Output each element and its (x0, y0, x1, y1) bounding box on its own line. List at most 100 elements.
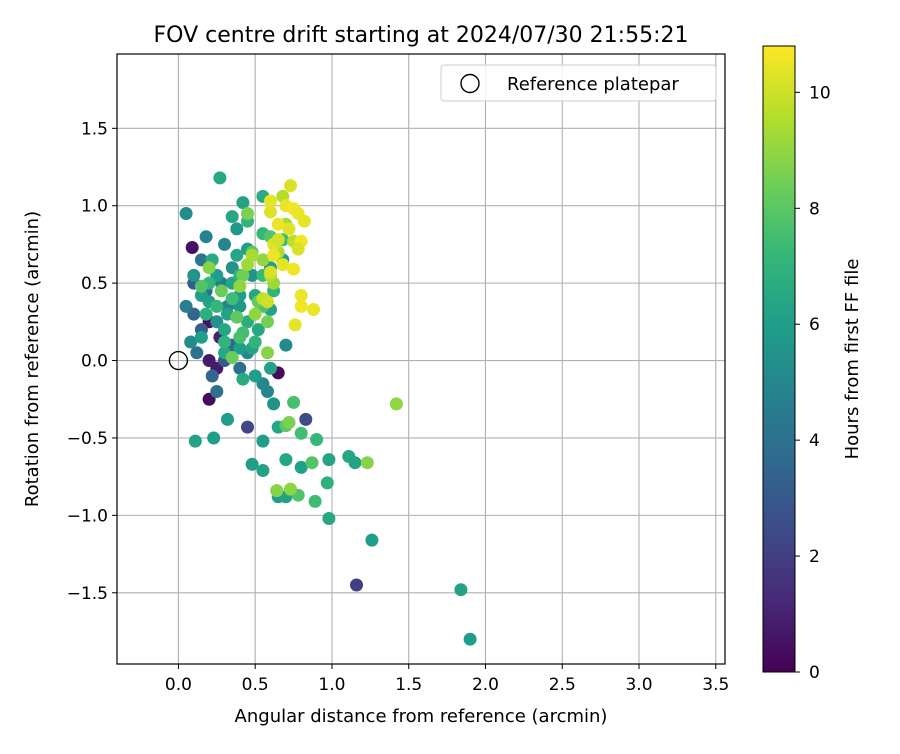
x-axis-ticks: 0.0 0.5 1.0 1.5 2.0 2.5 3.0 3.5 (165, 664, 729, 695)
x-tick-label: 0.5 (242, 675, 269, 695)
data-point (188, 434, 202, 448)
colorbar-label: Hours from first FF file (842, 259, 863, 460)
data-point (308, 494, 322, 508)
data-point (360, 456, 374, 470)
data-point (307, 303, 320, 316)
data-point (187, 268, 201, 282)
legend-entry-reference: Reference platepar (507, 74, 679, 95)
data-point (299, 412, 313, 426)
data-point (218, 335, 231, 349)
data-point (233, 279, 247, 293)
x-tick-label: 1.5 (395, 675, 422, 695)
data-point (305, 456, 319, 470)
x-tick-label: 2.5 (549, 675, 576, 695)
data-point (454, 583, 468, 597)
data-point (207, 431, 221, 445)
data-point (233, 341, 247, 355)
data-point (271, 233, 285, 247)
x-tick-label: 3.5 (702, 675, 729, 695)
x-tick-label: 2.0 (472, 675, 499, 695)
data-point (225, 351, 239, 364)
y-tick-label: 0.0 (81, 352, 108, 372)
data-point (294, 289, 308, 302)
y-tick-label: −1.0 (67, 506, 108, 526)
data-point (282, 222, 296, 236)
data-point (241, 420, 254, 434)
data-point (230, 248, 244, 262)
x-tick-label: 0.0 (165, 675, 192, 695)
colorbar-tick-label: 2 (809, 547, 820, 567)
x-axis-label: Angular distance from reference (arcmin) (235, 706, 608, 727)
data-point (267, 397, 281, 411)
data-point (284, 179, 297, 193)
data-point (279, 453, 293, 467)
colorbar-tick-label: 6 (809, 315, 820, 335)
chart-title: FOV centre drift starting at 2024/07/30 … (154, 23, 689, 48)
data-point (248, 335, 262, 349)
data-point (251, 323, 265, 337)
data-point (256, 464, 270, 477)
data-point (264, 361, 277, 375)
colorbar-gradient (762, 45, 796, 673)
data-point (256, 434, 270, 448)
y-axis-label: Rotation from reference (arcmin) (22, 211, 43, 507)
colorbar-tick-label: 4 (809, 431, 820, 451)
data-point (248, 369, 262, 383)
data-point (190, 346, 204, 360)
data-point (199, 307, 213, 321)
colorbar-tick-label: 0 (809, 663, 820, 683)
colorbar: 0 2 4 6 8 10 Hours from first FF file (762, 45, 863, 683)
data-point (236, 268, 250, 282)
y-tick-label: 0.5 (81, 274, 108, 294)
y-tick-label: −0.5 (67, 429, 108, 449)
y-tick-label: 1.0 (81, 197, 108, 217)
data-point (221, 412, 234, 426)
legend: Reference platepar (440, 64, 717, 102)
y-tick-label: 1.5 (81, 119, 108, 139)
y-axis-ticks: −1.5 −1.0 −0.5 0.0 0.5 1.0 1.5 (67, 119, 117, 604)
data-point (288, 318, 302, 332)
data-point (310, 433, 324, 446)
reference-point-marker (168, 350, 189, 371)
data-point (245, 268, 259, 282)
data-point (230, 222, 244, 236)
plot-frame (116, 53, 726, 665)
data-point (245, 248, 259, 262)
data-point (225, 210, 239, 224)
legend-box (440, 64, 717, 102)
data-points (179, 171, 477, 646)
colorbar-tick-label: 10 (809, 83, 831, 103)
data-point (199, 230, 213, 244)
data-point (261, 385, 274, 398)
data-point (322, 512, 336, 525)
data-point (205, 369, 219, 383)
data-point (284, 482, 297, 496)
data-point (241, 207, 254, 220)
colorbar-ticks: 0 2 4 6 8 10 (795, 83, 831, 683)
data-point (282, 416, 296, 429)
data-point (264, 205, 277, 219)
data-point (230, 310, 244, 324)
y-tick-label: −1.5 (67, 584, 108, 604)
data-point (248, 307, 262, 321)
data-point (245, 457, 259, 471)
data-point (279, 338, 293, 352)
data-point (210, 299, 224, 313)
data-point (294, 299, 308, 313)
data-point (348, 456, 362, 470)
data-point (236, 372, 250, 386)
data-point (218, 323, 231, 337)
data-point (463, 632, 477, 646)
data-point (267, 248, 281, 262)
data-point (294, 426, 308, 440)
data-point (179, 207, 193, 220)
data-point (236, 196, 250, 210)
data-point (291, 242, 305, 256)
colorbar-tick-label: 8 (809, 199, 820, 219)
data-point (218, 237, 231, 251)
data-point (233, 361, 247, 375)
data-point (194, 279, 208, 293)
legend-reference-marker (460, 73, 480, 94)
data-point (264, 265, 277, 279)
